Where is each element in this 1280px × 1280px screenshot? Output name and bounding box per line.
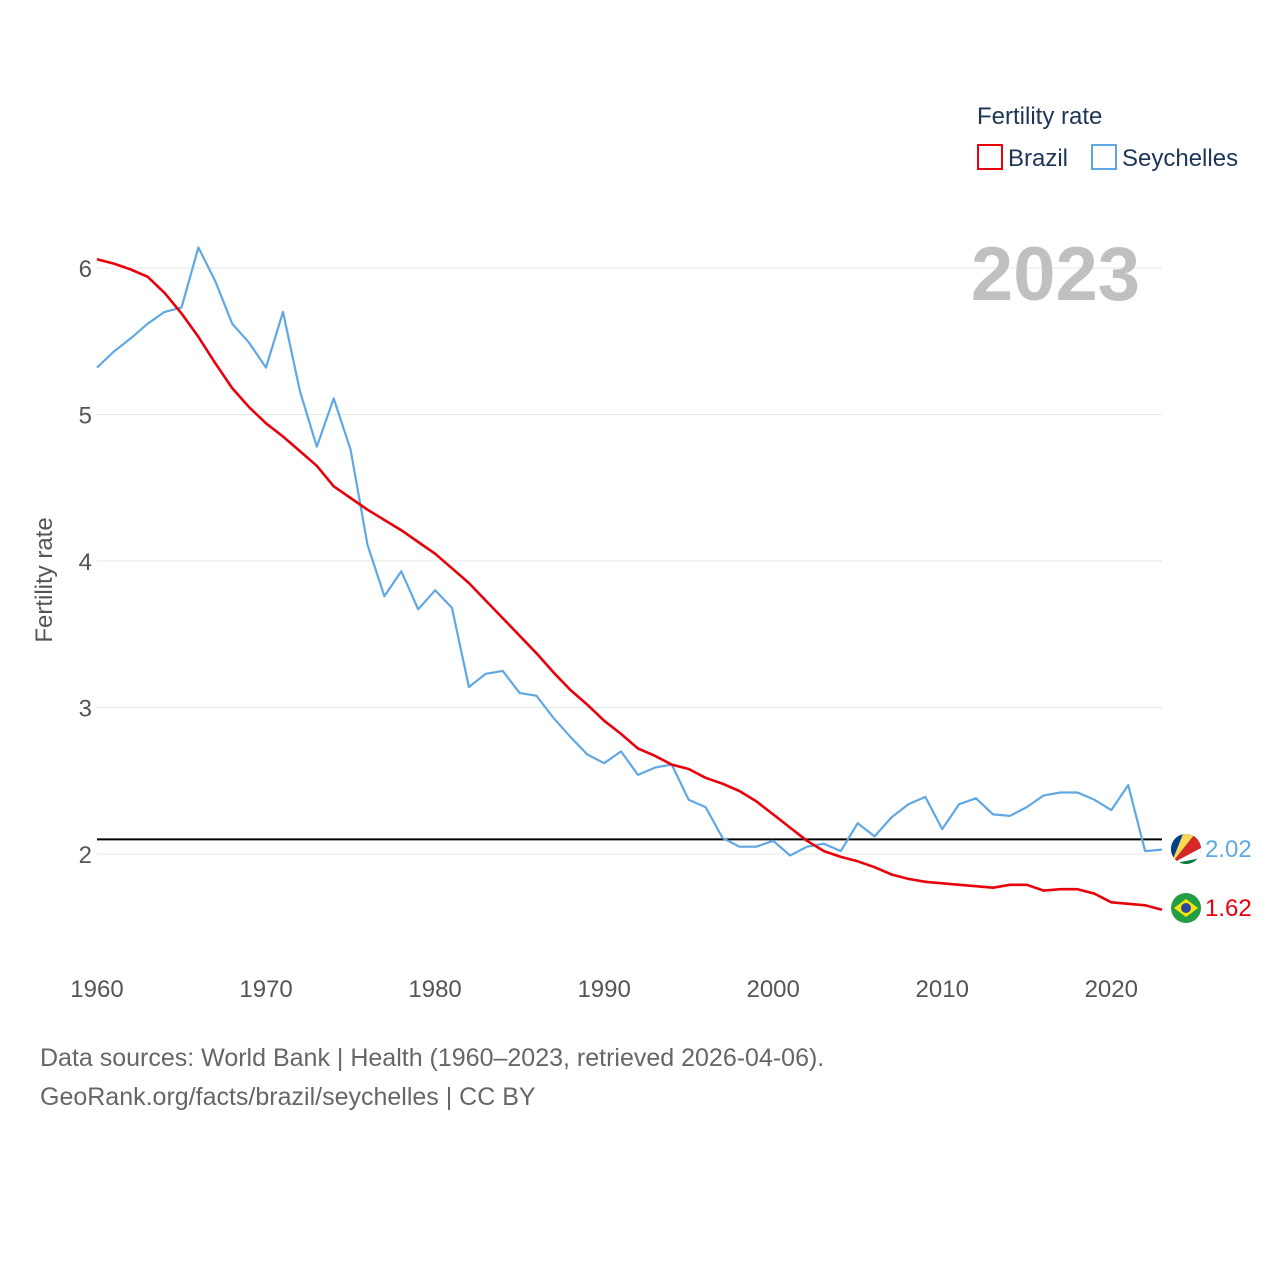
x-tick-label: 2020	[1085, 976, 1138, 1003]
legend-label-seychelles: Seychelles	[1122, 145, 1238, 172]
source-url[interactable]: GeoRank.org/facts/brazil/seychelles | CC…	[40, 1083, 536, 1111]
y-axis-ticks: 2 3 4 5 6	[79, 256, 92, 869]
seychelles-flag-icon	[1171, 834, 1201, 864]
x-tick-label: 1970	[239, 976, 292, 1003]
legend-swatch-brazil	[977, 144, 1003, 170]
seychelles-end-value: 2.02	[1205, 836, 1252, 863]
legend: Fertility rate Brazil Seychelles	[977, 103, 1238, 172]
series-line-seychelles	[96, 246, 1163, 857]
data-source-note: Data sources: World Bank | Health (1960–…	[40, 1044, 825, 1072]
legend-swatch-seychelles	[1091, 144, 1117, 170]
legend-label-brazil: Brazil	[1008, 145, 1068, 172]
y-tick-label: 4	[79, 549, 92, 576]
brazil-flag-icon	[1171, 893, 1201, 923]
x-tick-label: 2010	[916, 976, 969, 1003]
y-tick-label: 3	[79, 696, 92, 723]
series-lines	[96, 246, 1163, 911]
current-year-label: 2023	[971, 232, 1140, 317]
x-tick-label: 1980	[408, 976, 461, 1003]
y-axis-title: Fertility rate	[31, 517, 58, 642]
y-tick-label: 5	[79, 403, 92, 430]
brazil-end-value: 1.62	[1205, 895, 1252, 922]
y-tick-label: 2	[79, 842, 92, 869]
end-markers	[1171, 834, 1201, 923]
x-tick-label: 2000	[746, 976, 799, 1003]
x-axis-ticks: 1960 1970 1980 1990 2000 2010 2020	[70, 976, 1138, 1003]
series-line-brazil	[96, 257, 1163, 911]
x-tick-label: 1990	[577, 976, 630, 1003]
x-tick-label: 1960	[70, 976, 123, 1003]
y-tick-label: 6	[79, 256, 92, 283]
legend-title: Fertility rate	[977, 103, 1102, 130]
gridlines	[97, 267, 1162, 855]
